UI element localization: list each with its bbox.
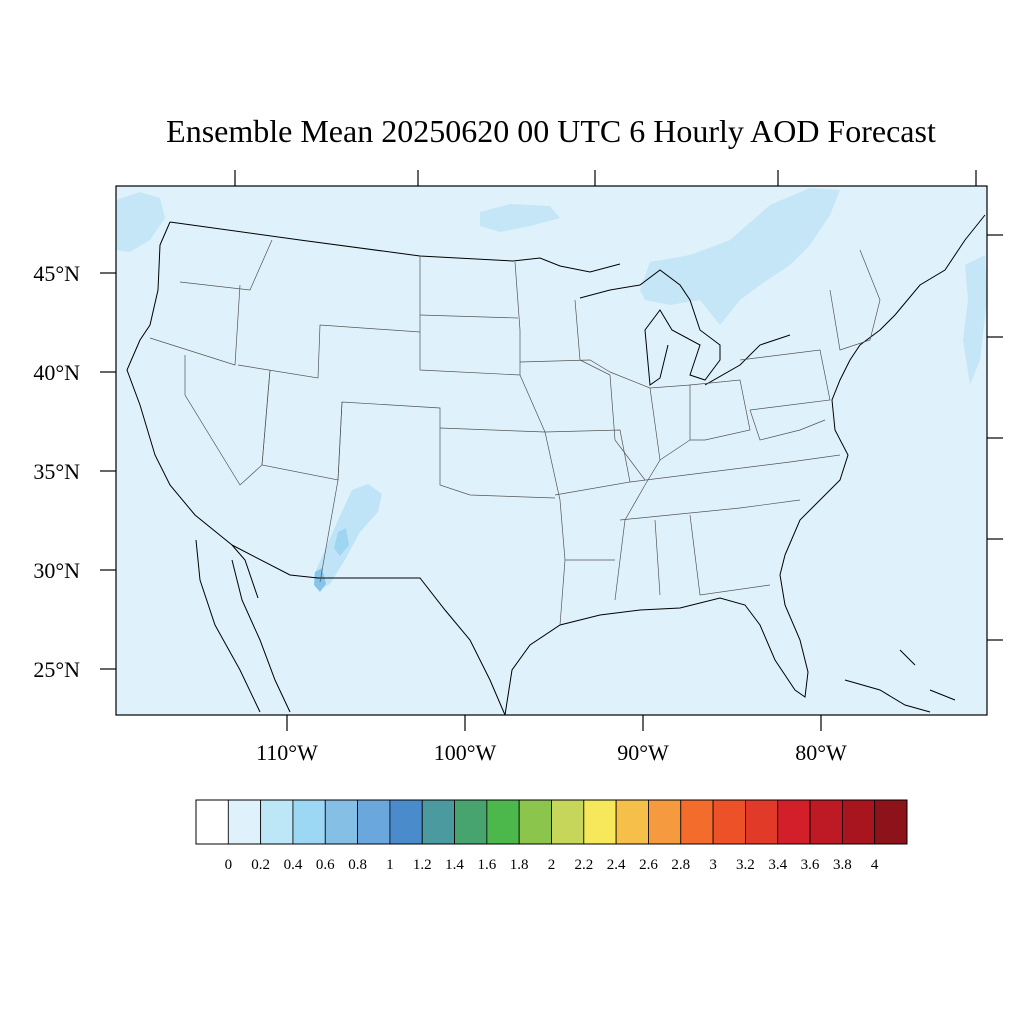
- colorbar-swatch: [712, 799, 746, 845]
- canada-haze-region: [640, 188, 840, 325]
- colorbar-swatch: [841, 799, 876, 845]
- longitude-axis: 110°W 100°W 90°W 80°W: [256, 715, 847, 765]
- colorbar-swatch: [227, 799, 262, 845]
- chart-title: Ensemble Mean 20250620 00 UTC 6 Hourly A…: [166, 113, 936, 149]
- colorbar-swatch: [324, 799, 358, 845]
- colorbar-label: 3.4: [768, 857, 787, 873]
- us-mexico-border: [231, 544, 506, 716]
- colorbar-label: 0.2: [251, 857, 270, 873]
- lat-tick-label: 30°N: [33, 558, 80, 583]
- colorbar-label: 1.8: [510, 857, 529, 873]
- aod-shading: [116, 188, 987, 592]
- great-lakes: [579, 269, 791, 386]
- east-haze-region: [963, 255, 987, 385]
- colorbar-frame: [195, 799, 908, 845]
- new-mexico-plume-medium: [334, 528, 349, 556]
- colorbar-label: 3.2: [736, 857, 755, 873]
- cuba-bahamas: [844, 649, 956, 713]
- us-canada-border: [169, 221, 621, 273]
- lon-tick-label: 90°W: [617, 740, 669, 765]
- colorbar-swatch: [874, 799, 908, 845]
- frame-ticks: [234, 170, 1003, 641]
- colorbar-swatch: [389, 799, 423, 845]
- colorbar-label: 2.6: [639, 857, 658, 873]
- colorbar-label: 3.8: [833, 857, 852, 873]
- colorbar-swatch: [680, 799, 714, 845]
- colorbar-swatch: [551, 799, 585, 845]
- colorbar-label: 2.4: [607, 857, 626, 873]
- lat-tick-label: 45°N: [33, 261, 80, 286]
- colorbar-swatch: [615, 799, 649, 845]
- colorbar-swatch: [486, 799, 520, 845]
- colorbar-label: 2.8: [671, 857, 690, 873]
- coastlines-and-borders: [126, 214, 986, 716]
- colorbar-label: 3.6: [801, 857, 820, 873]
- colorbar-label: 0.6: [316, 857, 335, 873]
- colorbar-label: 1.6: [477, 857, 496, 873]
- lat-tick-label: 25°N: [33, 657, 80, 682]
- colorbar-swatch: [357, 799, 391, 845]
- state-borders: [149, 239, 881, 626]
- atlantic-coast: [784, 214, 986, 556]
- lon-tick-label: 80°W: [795, 740, 847, 765]
- map-frame: [115, 185, 988, 716]
- colorbar-swatch: [745, 799, 779, 845]
- colorbar-label: 1.2: [413, 857, 432, 873]
- colorbar-swatch: [777, 799, 811, 845]
- new-mexico-plume-light: [314, 484, 382, 590]
- colorbar-swatch: [195, 799, 229, 845]
- colorbar-label: 4: [871, 857, 879, 873]
- colorbar: 0 0.2 0.4 0.6 0.8 1 1.2 1.4 1.6 1.8 2 2.2 2.4 2.6 2.8 3…: [195, 799, 908, 873]
- colorbar-label: 2: [548, 857, 556, 873]
- colorbar-label: 2.2: [574, 857, 593, 873]
- lon-tick-label: 100°W: [434, 740, 497, 765]
- latitude-axis: 45°N 40°N 35°N 30°N 25°N: [33, 261, 116, 682]
- colorbar-swatch: [260, 799, 294, 845]
- baja-california: [195, 539, 291, 713]
- north-haze-region: [480, 204, 560, 232]
- northwest-haze-region: [116, 192, 165, 252]
- colorbar-label: 3: [709, 857, 717, 873]
- map-background: [116, 186, 987, 715]
- map-panel: [115, 185, 988, 716]
- colorbar-label: 0.4: [284, 857, 303, 873]
- colorbar-swatch: [421, 799, 455, 845]
- lon-tick-label: 110°W: [256, 740, 318, 765]
- colorbar-swatch: [809, 799, 843, 845]
- colorbar-swatch: [454, 799, 488, 845]
- colorbar-label: 0.8: [348, 857, 367, 873]
- lat-tick-label: 35°N: [33, 459, 80, 484]
- colorbar-swatch: [648, 799, 682, 845]
- colorbar-swatch: [518, 799, 552, 845]
- colorbar-swatch: [292, 799, 326, 845]
- colorbar-label: 0: [225, 857, 233, 873]
- colorbar-swatch: [583, 799, 617, 845]
- lat-tick-label: 40°N: [33, 360, 80, 385]
- colorbar-label: 1.4: [445, 857, 464, 873]
- colorbar-label: 1: [386, 857, 394, 873]
- gulf-coast: [504, 554, 809, 716]
